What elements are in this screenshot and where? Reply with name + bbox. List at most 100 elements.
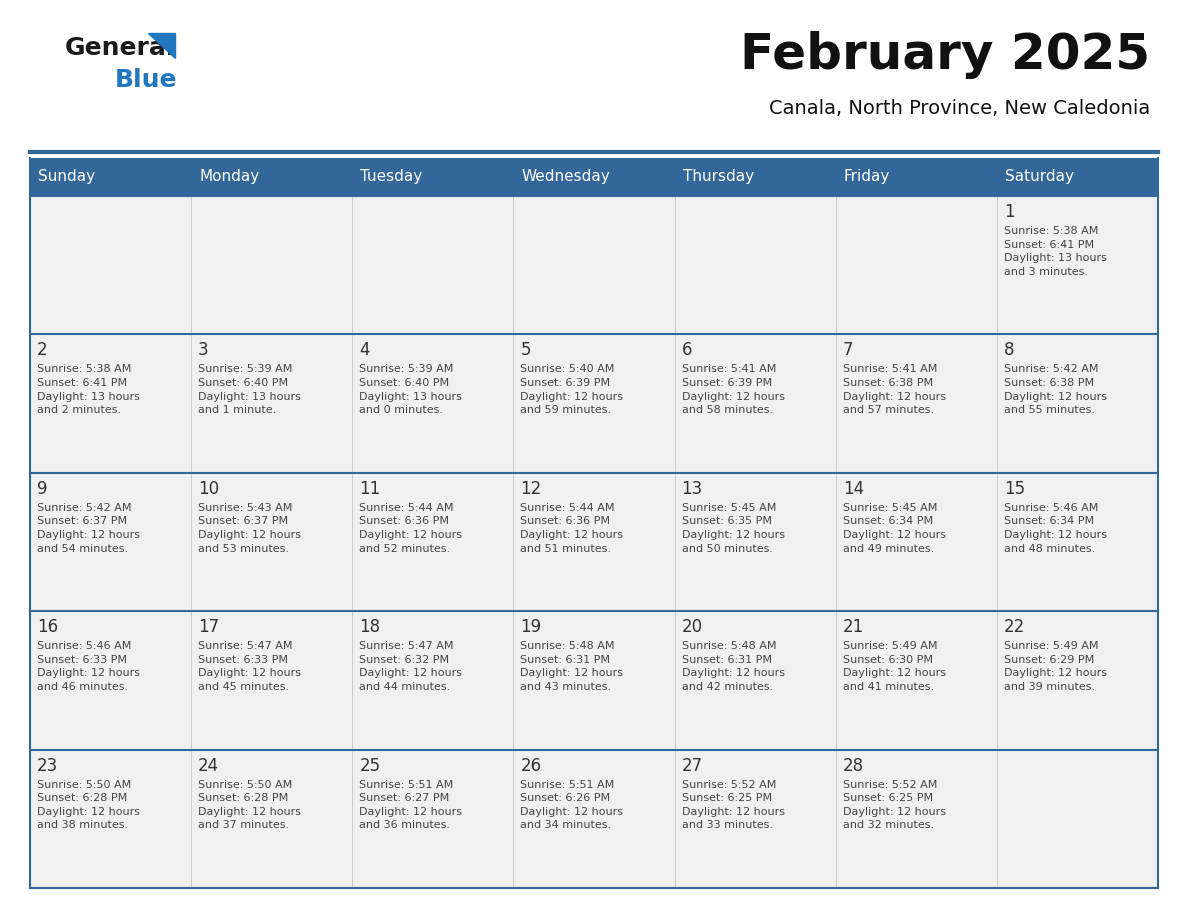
Text: Sunrise: 5:39 AM
Sunset: 6:40 PM
Daylight: 13 hours
and 1 minute.: Sunrise: 5:39 AM Sunset: 6:40 PM Dayligh… (198, 364, 301, 415)
Text: Sunrise: 5:48 AM
Sunset: 6:31 PM
Daylight: 12 hours
and 43 minutes.: Sunrise: 5:48 AM Sunset: 6:31 PM Dayligh… (520, 641, 624, 692)
Text: 28: 28 (842, 756, 864, 775)
Text: Sunrise: 5:41 AM
Sunset: 6:38 PM
Daylight: 12 hours
and 57 minutes.: Sunrise: 5:41 AM Sunset: 6:38 PM Dayligh… (842, 364, 946, 415)
Polygon shape (148, 33, 175, 58)
Text: Blue: Blue (115, 68, 177, 92)
Text: Sunrise: 5:41 AM
Sunset: 6:39 PM
Daylight: 12 hours
and 58 minutes.: Sunrise: 5:41 AM Sunset: 6:39 PM Dayligh… (682, 364, 784, 415)
Text: Tuesday: Tuesday (360, 170, 423, 185)
Text: Sunday: Sunday (38, 170, 95, 185)
Text: 26: 26 (520, 756, 542, 775)
Text: 13: 13 (682, 480, 703, 498)
Text: 9: 9 (37, 480, 48, 498)
Bar (30, 196, 191, 334)
Text: Sunrise: 5:49 AM
Sunset: 6:30 PM
Daylight: 12 hours
and 41 minutes.: Sunrise: 5:49 AM Sunset: 6:30 PM Dayligh… (842, 641, 946, 692)
Text: 14: 14 (842, 480, 864, 498)
Bar (30, 473, 191, 611)
Bar (513, 750, 675, 888)
Text: 11: 11 (359, 480, 380, 498)
Text: 10: 10 (198, 480, 220, 498)
Text: Sunrise: 5:45 AM
Sunset: 6:34 PM
Daylight: 12 hours
and 49 minutes.: Sunrise: 5:45 AM Sunset: 6:34 PM Dayligh… (842, 503, 946, 554)
Text: 21: 21 (842, 618, 864, 636)
Bar (191, 334, 353, 473)
Bar (835, 334, 997, 473)
Text: 22: 22 (1004, 618, 1025, 636)
Text: 15: 15 (1004, 480, 1025, 498)
Bar (675, 611, 835, 750)
Bar (513, 196, 675, 334)
Text: 7: 7 (842, 341, 853, 360)
Bar (513, 158, 675, 196)
Bar (675, 196, 835, 334)
Text: 12: 12 (520, 480, 542, 498)
Text: Sunrise: 5:46 AM
Sunset: 6:33 PM
Daylight: 12 hours
and 46 minutes.: Sunrise: 5:46 AM Sunset: 6:33 PM Dayligh… (37, 641, 140, 692)
Text: Sunrise: 5:44 AM
Sunset: 6:36 PM
Daylight: 12 hours
and 52 minutes.: Sunrise: 5:44 AM Sunset: 6:36 PM Dayligh… (359, 503, 462, 554)
Text: February 2025: February 2025 (740, 31, 1150, 79)
Text: Sunrise: 5:39 AM
Sunset: 6:40 PM
Daylight: 13 hours
and 0 minutes.: Sunrise: 5:39 AM Sunset: 6:40 PM Dayligh… (359, 364, 462, 415)
Text: 25: 25 (359, 756, 380, 775)
Text: Sunrise: 5:38 AM
Sunset: 6:41 PM
Daylight: 13 hours
and 3 minutes.: Sunrise: 5:38 AM Sunset: 6:41 PM Dayligh… (1004, 226, 1107, 277)
Text: Thursday: Thursday (683, 170, 753, 185)
Text: Sunrise: 5:47 AM
Sunset: 6:32 PM
Daylight: 12 hours
and 44 minutes.: Sunrise: 5:47 AM Sunset: 6:32 PM Dayligh… (359, 641, 462, 692)
Text: 1: 1 (1004, 203, 1015, 221)
Bar (997, 334, 1158, 473)
Text: Sunrise: 5:40 AM
Sunset: 6:39 PM
Daylight: 12 hours
and 59 minutes.: Sunrise: 5:40 AM Sunset: 6:39 PM Dayligh… (520, 364, 624, 415)
Text: Wednesday: Wednesday (522, 170, 611, 185)
Bar (353, 334, 513, 473)
Bar (675, 334, 835, 473)
Text: Sunrise: 5:50 AM
Sunset: 6:28 PM
Daylight: 12 hours
and 37 minutes.: Sunrise: 5:50 AM Sunset: 6:28 PM Dayligh… (198, 779, 301, 831)
Text: 3: 3 (198, 341, 209, 360)
Bar (30, 158, 191, 196)
Text: Sunrise: 5:45 AM
Sunset: 6:35 PM
Daylight: 12 hours
and 50 minutes.: Sunrise: 5:45 AM Sunset: 6:35 PM Dayligh… (682, 503, 784, 554)
Text: Canala, North Province, New Caledonia: Canala, North Province, New Caledonia (769, 98, 1150, 118)
Bar (675, 473, 835, 611)
Bar (30, 611, 191, 750)
Bar (997, 611, 1158, 750)
Bar (675, 158, 835, 196)
Bar (513, 334, 675, 473)
Text: Monday: Monday (200, 170, 259, 185)
Text: Sunrise: 5:52 AM
Sunset: 6:25 PM
Daylight: 12 hours
and 32 minutes.: Sunrise: 5:52 AM Sunset: 6:25 PM Dayligh… (842, 779, 946, 831)
Text: Sunrise: 5:50 AM
Sunset: 6:28 PM
Daylight: 12 hours
and 38 minutes.: Sunrise: 5:50 AM Sunset: 6:28 PM Dayligh… (37, 779, 140, 831)
Text: Sunrise: 5:52 AM
Sunset: 6:25 PM
Daylight: 12 hours
and 33 minutes.: Sunrise: 5:52 AM Sunset: 6:25 PM Dayligh… (682, 779, 784, 831)
Text: 16: 16 (37, 618, 58, 636)
Text: Sunrise: 5:38 AM
Sunset: 6:41 PM
Daylight: 13 hours
and 2 minutes.: Sunrise: 5:38 AM Sunset: 6:41 PM Dayligh… (37, 364, 140, 415)
Bar (191, 158, 353, 196)
Bar (513, 611, 675, 750)
Text: 27: 27 (682, 756, 702, 775)
Bar (353, 750, 513, 888)
Bar (675, 750, 835, 888)
Bar (835, 750, 997, 888)
Text: Sunrise: 5:47 AM
Sunset: 6:33 PM
Daylight: 12 hours
and 45 minutes.: Sunrise: 5:47 AM Sunset: 6:33 PM Dayligh… (198, 641, 301, 692)
Bar (997, 158, 1158, 196)
Bar (997, 750, 1158, 888)
Bar (353, 196, 513, 334)
Bar (30, 334, 191, 473)
Text: 18: 18 (359, 618, 380, 636)
Text: 19: 19 (520, 618, 542, 636)
Bar (835, 611, 997, 750)
Text: 24: 24 (198, 756, 220, 775)
Text: Sunrise: 5:51 AM
Sunset: 6:27 PM
Daylight: 12 hours
and 36 minutes.: Sunrise: 5:51 AM Sunset: 6:27 PM Dayligh… (359, 779, 462, 831)
Text: 23: 23 (37, 756, 58, 775)
Bar (191, 196, 353, 334)
Text: Saturday: Saturday (1005, 170, 1074, 185)
Text: 4: 4 (359, 341, 369, 360)
Text: Sunrise: 5:43 AM
Sunset: 6:37 PM
Daylight: 12 hours
and 53 minutes.: Sunrise: 5:43 AM Sunset: 6:37 PM Dayligh… (198, 503, 301, 554)
Text: Sunrise: 5:48 AM
Sunset: 6:31 PM
Daylight: 12 hours
and 42 minutes.: Sunrise: 5:48 AM Sunset: 6:31 PM Dayligh… (682, 641, 784, 692)
Text: Sunrise: 5:44 AM
Sunset: 6:36 PM
Daylight: 12 hours
and 51 minutes.: Sunrise: 5:44 AM Sunset: 6:36 PM Dayligh… (520, 503, 624, 554)
Text: Sunrise: 5:42 AM
Sunset: 6:38 PM
Daylight: 12 hours
and 55 minutes.: Sunrise: 5:42 AM Sunset: 6:38 PM Dayligh… (1004, 364, 1107, 415)
Text: 2: 2 (37, 341, 48, 360)
Bar (353, 611, 513, 750)
Text: Sunrise: 5:46 AM
Sunset: 6:34 PM
Daylight: 12 hours
and 48 minutes.: Sunrise: 5:46 AM Sunset: 6:34 PM Dayligh… (1004, 503, 1107, 554)
Text: Sunrise: 5:42 AM
Sunset: 6:37 PM
Daylight: 12 hours
and 54 minutes.: Sunrise: 5:42 AM Sunset: 6:37 PM Dayligh… (37, 503, 140, 554)
Text: 20: 20 (682, 618, 702, 636)
Bar (997, 196, 1158, 334)
Bar (835, 473, 997, 611)
Bar (353, 473, 513, 611)
Bar (997, 473, 1158, 611)
Text: Sunrise: 5:49 AM
Sunset: 6:29 PM
Daylight: 12 hours
and 39 minutes.: Sunrise: 5:49 AM Sunset: 6:29 PM Dayligh… (1004, 641, 1107, 692)
Text: 5: 5 (520, 341, 531, 360)
Bar (835, 158, 997, 196)
Text: 8: 8 (1004, 341, 1015, 360)
Text: General: General (65, 36, 176, 60)
Text: Friday: Friday (843, 170, 890, 185)
